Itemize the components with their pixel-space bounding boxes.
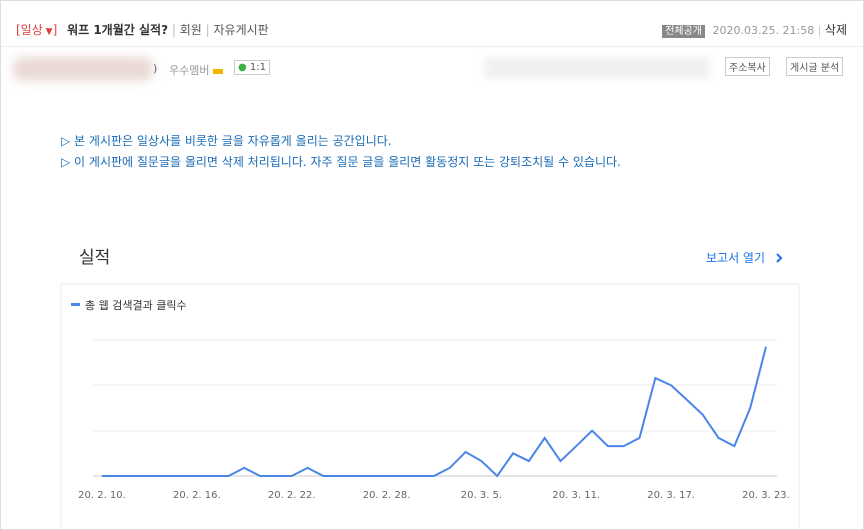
- notice: ▷ 본 게시판은 일상사를 비롯한 글을 자유롭게 올리는 공간입니다.: [61, 134, 392, 148]
- x-tick-label: 20. 2. 28.: [363, 490, 411, 501]
- delete-button[interactable]: 삭제: [824, 23, 847, 37]
- report-chevron: [776, 253, 783, 263]
- x-tick-label: 20. 3. 23.: [742, 490, 790, 501]
- x-tick-label: 20. 2. 16.: [173, 490, 221, 501]
- x-tick-label: 20. 3. 11.: [552, 490, 600, 501]
- divider: [1, 46, 863, 47]
- notice: ▷ 이 게시판에 질문글을 올리면 삭제 처리됩니다. 자주 질문 글을 올리면…: [61, 155, 621, 169]
- post-header: [일상 ▼] 워프 1개월간 실적? | 회원 | 자유게시판: [16, 23, 269, 37]
- notices: ▷ 본 게시판은 일상사를 비롯한 글을 자유롭게 올리는 공간입니다. ▷ 이…: [61, 131, 621, 173]
- chat-label: 1:1: [249, 62, 267, 73]
- legend-swatch: [71, 303, 80, 306]
- x-tick-label: 20. 2. 10.: [78, 490, 126, 501]
- line: [102, 346, 767, 478]
- category-end: ]: [52, 23, 58, 37]
- rank: 우수멤버: [169, 62, 223, 78]
- x-tick-label: 20. 3. 5.: [461, 490, 502, 501]
- post-meta: 전체공개 2020.03.25. 21:58 | 삭제: [662, 21, 847, 38]
- rank-label: 우수멤버: [169, 64, 210, 77]
- legend-label: 총 웹 검색결과 클릭수: [85, 299, 187, 312]
- chat-button[interactable]: ● 1:1: [234, 60, 271, 75]
- report-link[interactable]: 보고서 열기: [706, 251, 765, 265]
- chart-title: 실적: [79, 248, 110, 268]
- url-blur: [485, 57, 710, 79]
- member[interactable]: 회원: [179, 23, 202, 37]
- category[interactable]: [일상 ▼]: [16, 23, 58, 37]
- post-date: 2020.03.25. 21:58: [712, 24, 815, 37]
- post-title: 워프 1개월간 실적?: [67, 23, 169, 37]
- copy-url-button[interactable]: 주소복사: [725, 57, 770, 76]
- author-blur: [13, 57, 153, 81]
- x-tick-label: 20. 2. 22.: [268, 490, 316, 501]
- category-label: [일상: [16, 23, 43, 37]
- author-paren: ): [153, 62, 158, 75]
- x-tick-label: 20. 3. 17.: [647, 490, 695, 501]
- board[interactable]: 자유게시판: [213, 23, 269, 37]
- visibility-badge: 전체공개: [662, 25, 706, 38]
- analysis-button[interactable]: 게시글 분석: [786, 57, 844, 76]
